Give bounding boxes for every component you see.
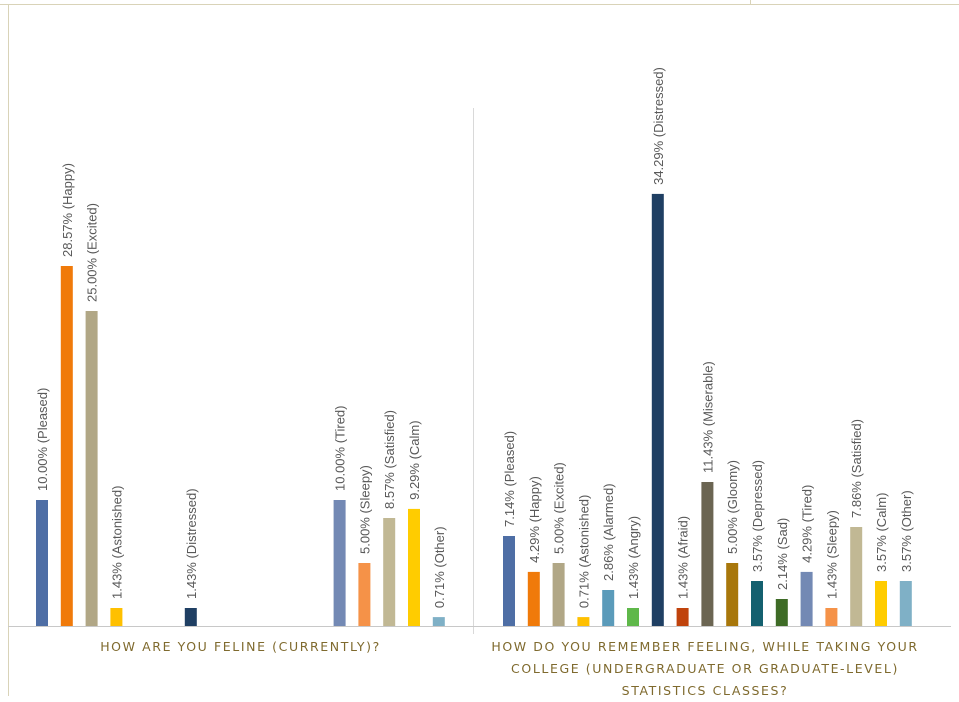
chart-title-line: COLLEGE (UNDERGRADUATE OR GRADUATE-LEVEL…: [511, 661, 899, 676]
bar-angry: [627, 608, 639, 626]
bar-sleepy: [825, 608, 838, 626]
data-label-astonished: 0.71% (Astonished): [576, 495, 591, 608]
bar-calm: [408, 508, 420, 626]
bar-alarmed: [602, 590, 615, 626]
bar-astonished: [110, 608, 123, 626]
data-label-happy: 28.57% (Happy): [60, 163, 75, 257]
data-label-happy: 4.29% (Happy): [527, 476, 542, 563]
data-label-other: 3.57% (Other): [899, 490, 914, 572]
bar-astonished: [577, 617, 590, 626]
data-label-calm: 3.57% (Calm): [874, 493, 889, 572]
bar-calm: [875, 581, 887, 626]
current-feeling-chart-title: HOW ARE YOU FELINE (CURRENTLY)?: [8, 636, 473, 658]
bar-depressed: [751, 581, 763, 626]
bar-satisfied: [850, 527, 863, 626]
data-label-tired: 4.29% (Tired): [800, 485, 815, 563]
data-label-astonished: 1.43% (Astonished): [109, 486, 124, 599]
current-feeling-chart: 10.00% (Pleased) 28.57% (Happy) 25.00% (Ex…: [35, 163, 447, 626]
data-label-satisfied: 7.86% (Satisfied): [849, 419, 864, 518]
chart-title-line: STATISTICS CLASSES?: [621, 683, 789, 698]
data-label-alarmed: 2.86% (Alarmed): [601, 483, 616, 581]
data-label-miserable: 11.43% (Miserable): [700, 361, 715, 473]
data-label-afraid: 1.43% (Afraid): [676, 516, 691, 599]
bar-gloomy: [726, 563, 739, 626]
data-label-gloomy: 5.00% (Gloomy): [725, 460, 740, 554]
bar-sleepy: [358, 563, 371, 626]
bar-distressed: [184, 608, 197, 626]
data-label-sleepy: 5.00% (Sleepy): [357, 465, 372, 554]
data-label-other: 0.71% (Other): [432, 526, 447, 608]
college-stats-chart-title: HOW DO YOU REMEMBER FEELING, WHILE TAKIN…: [462, 636, 948, 702]
data-label-distressed: 1.43% (Distressed): [184, 488, 199, 599]
data-label-excited: 25.00% (Excited): [85, 203, 100, 302]
data-label-pleased: 7.14% (Pleased): [502, 431, 517, 527]
data-label-sad: 2.14% (Sad): [775, 518, 790, 590]
data-label-calm: 9.29% (Calm): [407, 420, 422, 499]
bar-tired: [333, 500, 346, 626]
bar-distressed: [651, 193, 664, 626]
data-label-distressed: 34.29% (Distressed): [651, 67, 666, 185]
bar-excited: [552, 563, 565, 626]
bar-other: [899, 581, 912, 626]
chart-title-text: HOW ARE YOU FELINE (CURRENTLY)?: [100, 639, 381, 654]
bar-happy: [527, 571, 540, 626]
data-label-pleased: 10.00% (Pleased): [35, 388, 50, 491]
bar-tired: [800, 571, 813, 626]
bar-miserable: [701, 482, 714, 626]
bar-sad: [775, 599, 788, 626]
bar-afraid: [676, 608, 689, 626]
chart-title-line: HOW DO YOU REMEMBER FEELING, WHILE TAKIN…: [491, 639, 919, 654]
bar-other: [432, 617, 445, 626]
data-label-sleepy: 1.43% (Sleepy): [824, 510, 839, 599]
college-stats-feeling-chart: 7.14% (Pleased) 4.29% (Happy) 5.00% (Excit…: [502, 67, 914, 626]
data-label-angry: 1.43% (Angry): [626, 516, 641, 599]
bar-pleased: [36, 500, 48, 626]
data-label-depressed: 3.57% (Depressed): [750, 460, 765, 572]
bar-satisfied: [383, 518, 396, 626]
data-label-excited: 5.00% (Excited): [552, 462, 567, 554]
data-label-tired: 10.00% (Tired): [333, 406, 348, 492]
bar-happy: [60, 266, 73, 626]
bar-excited: [85, 311, 98, 626]
bar-pleased: [503, 536, 515, 626]
data-label-satisfied: 8.57% (Satisfied): [382, 410, 397, 509]
